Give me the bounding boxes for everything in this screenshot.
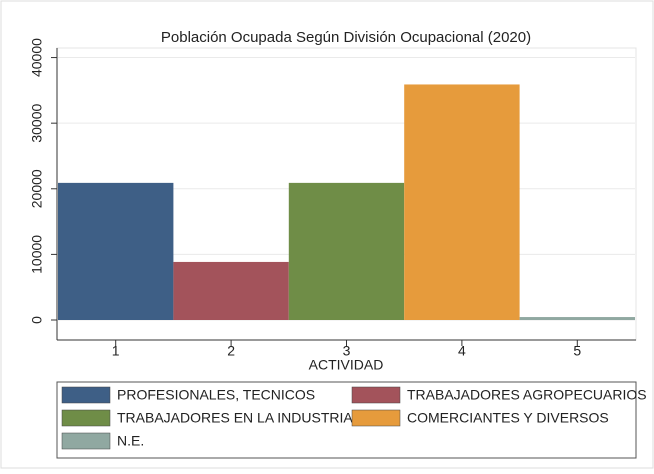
legend-label: PROFESIONALES, TECNICOS [117,387,315,403]
bar [404,84,520,321]
legend-label: TRABAJADORES AGROPECUARIOS [407,387,647,403]
y-tick-label: 30000 [29,103,45,142]
legend-label: COMERCIANTES Y DIVERSOS [407,410,609,426]
legend-key [351,409,401,427]
legend-key [61,432,111,450]
x-tick-label: 4 [458,343,466,359]
bar [288,182,405,320]
chart-title: Población Ocupada Según División Ocupaci… [161,29,531,46]
bar [58,182,174,320]
x-tick-label: 1 [112,343,120,359]
y-tick-label: 0 [29,316,45,324]
legend-label: N.E. [117,433,144,449]
x-tick-label: 5 [573,343,581,359]
x-tick-label: 3 [343,343,351,359]
y-tick-label: 40000 [29,38,45,77]
x-axis-title: ACTIVIDAD [309,357,384,373]
legend-label: TRABAJADORES EN LA INDUSTRIA [117,410,353,426]
legend [56,381,637,459]
bar [173,261,289,320]
legend-key [61,386,111,404]
x-tick-label: 2 [227,343,235,359]
legend-key [61,409,111,427]
y-tick-label: 20000 [29,169,45,208]
bar [519,317,635,320]
y-tick-label: 10000 [29,235,45,274]
legend-key [351,386,401,404]
